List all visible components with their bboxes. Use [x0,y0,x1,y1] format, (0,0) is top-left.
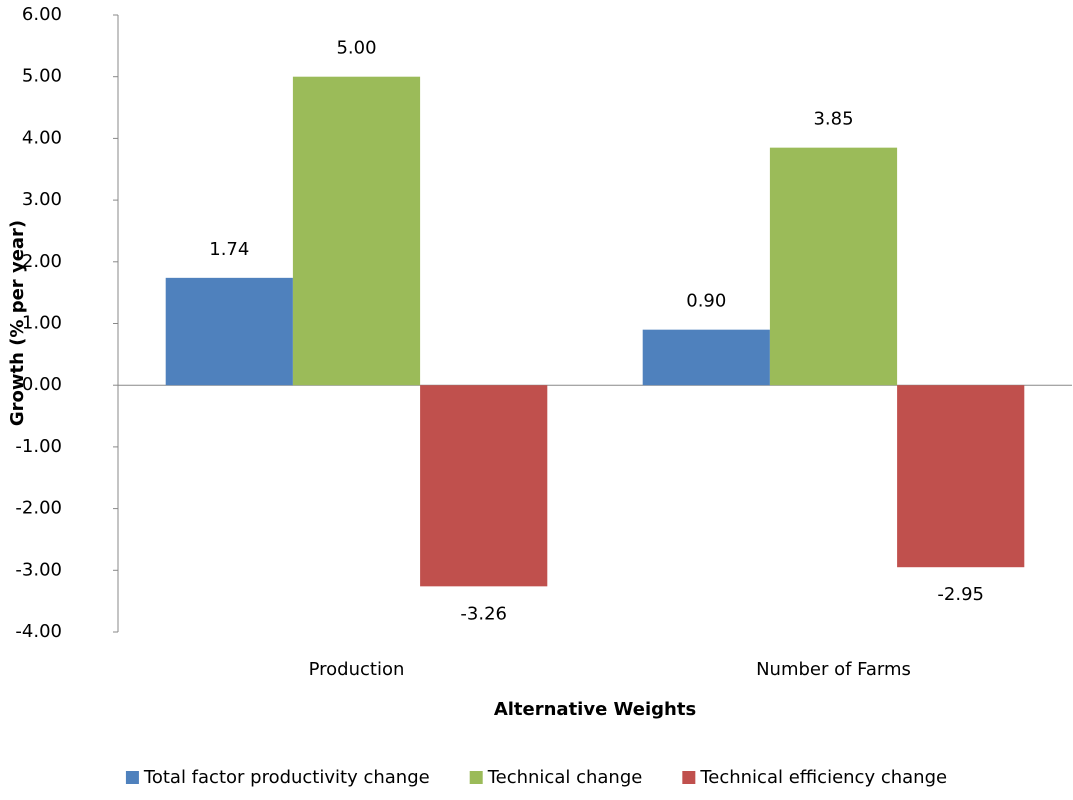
y-tick-label: 6.00 [22,4,62,25]
bar [165,277,293,386]
bar [642,329,770,386]
legend-swatch [125,771,139,784]
value-label: -3.26 [460,603,507,624]
bar [292,76,421,386]
y-tick-label: 5.00 [22,66,62,87]
x-tick-label: Production [309,659,405,680]
legend-label: Technical change [487,767,643,788]
y-tick-label: 1.00 [22,313,62,334]
legend-swatch [469,771,483,784]
y-tick-label: 2.00 [22,251,62,272]
legend-label: Total factor productivity change [143,767,430,788]
value-label: 0.90 [686,291,726,312]
y-tick-label: -3.00 [15,559,62,580]
bar [420,385,548,587]
x-axis-title: Alternative Weights [494,699,696,720]
bar [897,385,1025,568]
value-label: -2.95 [937,584,984,605]
legend-swatch [682,771,696,784]
value-label: 3.85 [813,109,853,130]
legend-label: Technical efficiency change [699,767,947,788]
y-tick-label: 4.00 [22,127,62,148]
y-tick-label: -2.00 [15,498,62,519]
x-tick-label: Number of Farms [756,659,911,680]
bar [769,147,898,386]
value-label: 1.74 [209,239,249,260]
y-tick-label: 3.00 [22,189,62,210]
y-tick-label: -1.00 [15,436,62,457]
value-label: 5.00 [336,38,376,59]
y-tick-label: -4.00 [15,621,62,642]
y-axis-title: Growth (% per year) [7,220,28,426]
y-tick-label: 0.00 [22,374,62,395]
